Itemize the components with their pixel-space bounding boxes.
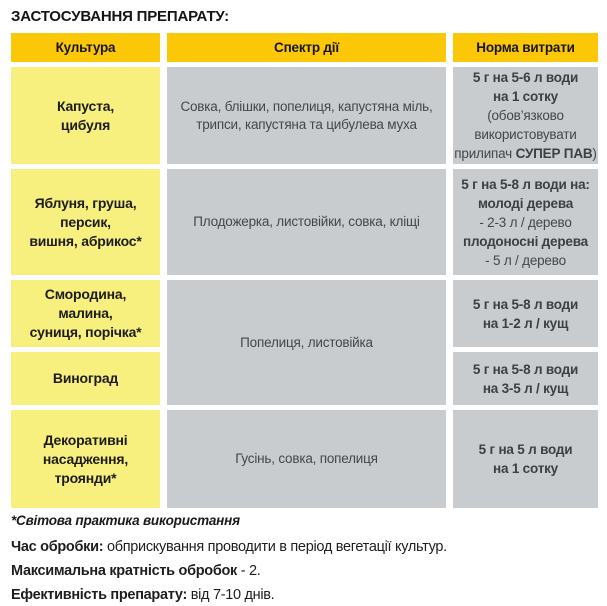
effectiveness-line: Ефективність препарату: від 7-10 днів.: [11, 583, 599, 606]
cell-line: на 1 сотку: [493, 461, 558, 476]
effectiveness-label: Ефективність препарату:: [11, 587, 187, 603]
rate-cell-grape: 5 г на 5-8 л води на 3-5 л / кущ: [453, 352, 598, 405]
cell-line: 5 г на 5-8 л води: [472, 296, 579, 312]
cell-line: молоді дерева: [477, 195, 574, 211]
cell-line: Смородина,: [44, 286, 127, 302]
spectrum-cell-cabbage-onion: Совка, блішки, попелиця, капустяна міль,…: [167, 67, 446, 164]
treatment-time-text: обприскування проводити в період вегетац…: [103, 539, 447, 555]
cell-line: Гусінь, совка, попелиця: [235, 451, 378, 466]
cell-line: троянди*: [54, 469, 117, 486]
rate-cell-berries: 5 г на 5-8 л води на 1-2 л / кущ: [453, 280, 598, 347]
cell-line: 5 г на 5 л води: [478, 442, 573, 457]
culture-cell-grape: Виноград: [11, 352, 160, 405]
footer-notes: *Світова практика використання Час оброб…: [11, 513, 599, 606]
cell-line: Капуста,: [56, 97, 115, 114]
max-treatments-label: Максимальна кратність обробок: [11, 563, 238, 579]
cell-line: трипси, капустяна та цибулева муха: [196, 116, 417, 132]
header-culture: Культура: [11, 33, 160, 62]
spectrum-cell-berries-grape-merged: Попелиця, листовійка: [167, 280, 446, 405]
cell-line: Виноград: [52, 370, 119, 386]
cell-line: (обов’язково: [487, 108, 564, 123]
application-table: Культура Спектр дії Норма витрати Капуст…: [11, 33, 598, 508]
cell-line: Попелиця, листовійка: [240, 334, 373, 350]
cell-line: Яблуня, груша,: [34, 194, 137, 211]
culture-cell-fruit-trees: Яблуня, груша, персик, вишня, абрикос*: [11, 169, 160, 275]
cell-line: плодоносні дерева: [463, 233, 588, 249]
cell-line: на 3-5 л / кущ: [482, 380, 569, 396]
culture-cell-cabbage-onion: Капуста, цибуля: [11, 67, 160, 164]
spectrum-cell-fruit-trees: Плодожерка, листовійки, совка, кліщі: [167, 169, 446, 275]
cell-line: 5 г на 5-6 л води: [472, 70, 579, 85]
cell-line: - 5 л / дерево: [485, 252, 566, 268]
culture-cell-berries: Смородина, малина, суниця, порічка*: [11, 280, 160, 347]
cell-line: використовувати: [474, 127, 577, 142]
cell-line: персик,: [60, 213, 111, 230]
world-practice-note: *Світова практика використання: [11, 513, 240, 528]
rate-cell-cabbage-onion: 5 г на 5-6 л води на 1 сотку (обов’язково в…: [453, 67, 598, 164]
header-spectrum: Спектр дії: [167, 33, 446, 62]
cell-line: на 1 сотку: [493, 89, 558, 104]
cell-line: вишня, абрикос*: [29, 232, 142, 249]
cell-line: Декоративні: [43, 431, 128, 448]
treatment-time-label: Час обробки:: [11, 539, 104, 555]
cell-line: малина,: [58, 305, 113, 321]
cell-line: прилипач СУПЕР ПАВ): [454, 146, 597, 161]
spectrum-cell-ornamental: Гусінь, совка, попелиця: [167, 410, 446, 508]
max-treatments-text: - 2.: [237, 563, 261, 579]
rate-cell-fruit-trees: 5 г на 5-8 л води на: молоді дерева - 2-3 …: [453, 169, 598, 275]
cell-line: - 2-3 л / дерево: [479, 214, 572, 230]
cell-line: цибуля: [60, 116, 111, 133]
cell-line: 5 г на 5-8 л води: [472, 361, 579, 377]
culture-cell-ornamental: Декоративні насадження, троянди*: [11, 410, 160, 508]
max-treatments-line: Максимальна кратність обробок - 2.: [11, 559, 599, 583]
cell-line: 5 г на 5-8 л води на:: [461, 176, 590, 192]
cell-line: Плодожерка, листовійки, совка, кліщі: [193, 214, 420, 229]
header-rate: Норма витрати: [453, 33, 598, 62]
cell-line: на 1-2 л / кущ: [482, 315, 569, 331]
cell-line: насадження,: [42, 450, 129, 467]
cell-line: Совка, блішки, попелиця, капустяна міль,: [180, 98, 433, 114]
effectiveness-text: від 7-10 днів.: [187, 587, 275, 603]
page-title: ЗАСТОСУВАННЯ ПРЕПАРАТУ:: [11, 8, 229, 25]
treatment-time-line: Час обробки: обприскування проводити в п…: [11, 535, 599, 559]
rate-cell-ornamental: 5 г на 5 л води на 1 сотку: [453, 410, 598, 508]
cell-line: суниця, порічка*: [29, 324, 142, 340]
